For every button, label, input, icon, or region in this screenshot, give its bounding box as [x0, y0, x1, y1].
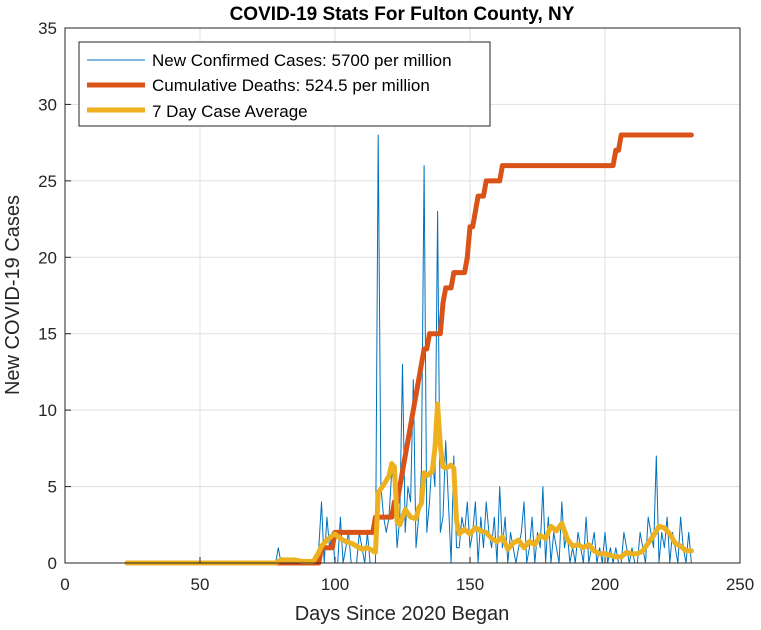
- y-tick-label: 0: [48, 554, 57, 573]
- x-axis-ticks: 0 50 100 150 200 250: [60, 557, 754, 594]
- y-tick-label: 15: [38, 325, 57, 344]
- legend-label-new-cases: New Confirmed Cases: 5700 per million: [152, 51, 452, 70]
- legend-label-7day-average: 7 Day Case Average: [152, 102, 308, 121]
- x-axis-title: Days Since 2020 Began: [295, 603, 510, 625]
- y-tick-label: 30: [38, 95, 57, 114]
- legend: New Confirmed Cases: 5700 per million Cu…: [78, 41, 491, 127]
- y-tick-label: 35: [38, 19, 57, 38]
- legend-box: [78, 41, 491, 127]
- x-tick-label: 100: [321, 575, 349, 594]
- x-tick-label: 0: [60, 575, 69, 594]
- x-tick-label: 150: [456, 575, 484, 594]
- y-tick-label: 10: [38, 401, 57, 420]
- chart-title: COVID-19 Stats For Fulton County, NY: [230, 4, 575, 25]
- grid-lines: [65, 28, 740, 563]
- x-tick-label: 250: [726, 575, 754, 594]
- x-tick-label: 50: [191, 575, 210, 594]
- y-tick-label: 25: [38, 172, 57, 191]
- y-axis-ticks: 0 5 10 15 20 25 30 35: [38, 19, 71, 573]
- plot-frame: [64, 27, 741, 564]
- y-tick-label: 20: [38, 248, 57, 267]
- y-axis-title: New COVID-19 Cases: [2, 195, 24, 395]
- y-tick-label: 5: [48, 478, 57, 497]
- series-7day-case-average: [124, 401, 694, 566]
- legend-label-cumulative-deaths: Cumulative Deaths: 524.5 per million: [152, 76, 430, 95]
- x-tick-label: 200: [591, 575, 619, 594]
